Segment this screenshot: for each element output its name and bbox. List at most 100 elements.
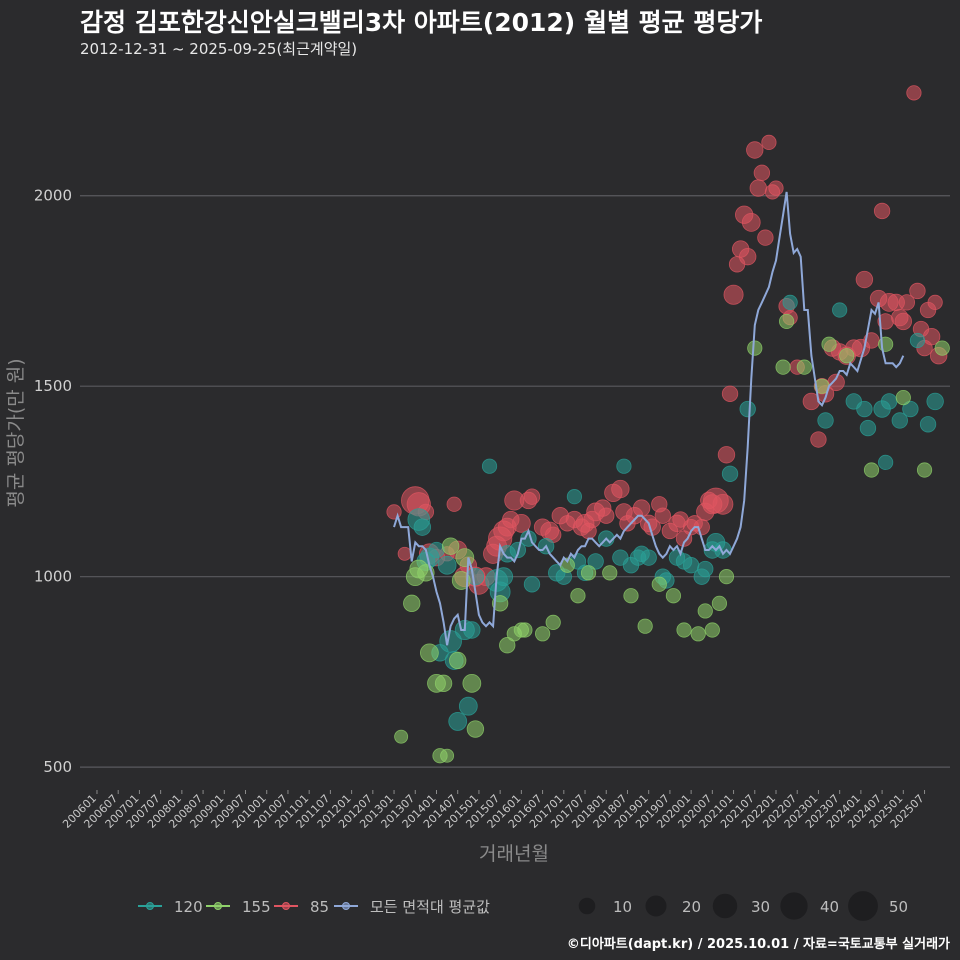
y-tick-1000: 1000 — [34, 568, 72, 586]
point-85-8 — [446, 496, 462, 512]
point-85-1 — [397, 546, 412, 561]
point-120-6 — [437, 555, 457, 575]
average-line-group — [393, 191, 905, 646]
point-155-42 — [821, 336, 837, 352]
point-85-79 — [810, 431, 827, 448]
y-tick-500: 500 — [43, 758, 72, 776]
point-85-43 — [632, 499, 651, 517]
point-155-43 — [839, 348, 855, 364]
chart-title: 감정 김포한강신안실크밸리3차 아파트(2012) 월별 평균 평당가 — [80, 8, 763, 37]
point-155-34 — [704, 622, 720, 638]
y-tick-labels: 500 1000 1500 2000 — [34, 187, 72, 776]
point-85-74 — [768, 180, 784, 196]
point-155-44 — [863, 462, 880, 478]
legend-item-2: 85 — [274, 898, 329, 916]
legend-label-1: 155 — [242, 898, 271, 916]
point-85-61 — [721, 385, 739, 402]
grid-lines — [80, 195, 950, 768]
point-155-30 — [665, 588, 682, 604]
legend-dot-0 — [146, 902, 154, 910]
point-120-35 — [640, 549, 657, 566]
y-axis-title: 평균 평당가(만 원) — [5, 358, 27, 507]
point-120-60 — [919, 416, 937, 433]
point-85-97 — [898, 294, 916, 311]
point-155-39 — [779, 313, 795, 330]
point-85-88 — [855, 270, 874, 289]
point-155-36 — [718, 569, 735, 585]
point-155-29 — [651, 576, 667, 592]
point-120-46 — [721, 465, 739, 482]
point-155-26 — [602, 565, 618, 581]
point-120-56 — [881, 393, 898, 410]
point-120-21 — [523, 576, 541, 593]
y-tick-2000: 2000 — [34, 187, 72, 205]
point-120-14 — [481, 458, 498, 474]
point-120-57 — [891, 412, 908, 429]
point-155-1 — [403, 594, 421, 613]
size-legend-label-10: 10 — [613, 898, 632, 916]
point-120-48 — [782, 294, 798, 310]
point-155-14 — [462, 673, 482, 693]
size-legend-item-20: 20 — [645, 895, 701, 917]
point-155-46 — [895, 390, 911, 406]
point-85-62 — [723, 284, 744, 305]
size-legend-item-30: 30 — [712, 893, 770, 919]
point-120-55 — [878, 454, 894, 470]
legend-dot-2 — [282, 902, 290, 910]
legend-dot-1 — [214, 902, 222, 910]
point-155-5 — [420, 643, 439, 663]
point-155-21 — [534, 626, 551, 642]
legend-label-2: 85 — [310, 898, 329, 916]
point-85-59 — [712, 493, 734, 515]
point-155-40 — [796, 359, 812, 375]
point-85-70 — [753, 164, 771, 182]
size-legend-circle-30 — [712, 893, 738, 919]
point-85-60 — [717, 446, 736, 464]
size-legend-circle-40 — [780, 892, 808, 920]
point-120-25 — [566, 489, 583, 505]
point-120-59 — [909, 332, 926, 349]
point-85-66 — [739, 247, 757, 266]
size-legend-circle-20 — [645, 895, 667, 917]
point-155-8 — [434, 674, 453, 693]
point-85-37 — [598, 507, 615, 524]
point-120-42 — [697, 560, 714, 578]
point-85-96 — [894, 312, 913, 331]
legend-label-3: 모든 면적대 평균값 — [370, 898, 490, 916]
point-155-12 — [451, 571, 471, 590]
point-85-99 — [909, 282, 926, 300]
point-120-31 — [616, 458, 632, 474]
size-legend-item-40: 40 — [780, 892, 839, 920]
point-85-72 — [761, 134, 777, 150]
point-85-104 — [927, 294, 943, 310]
series-120 — [407, 294, 944, 731]
size-legend-circle-50 — [848, 891, 878, 921]
point-155-47 — [916, 462, 933, 478]
point-85-24 — [523, 488, 541, 505]
legend-dot-3 — [342, 902, 350, 910]
point-155-9 — [440, 748, 455, 763]
point-85-67 — [741, 212, 761, 232]
point-155-28 — [637, 618, 653, 634]
point-85-68 — [746, 141, 764, 159]
point-155-27 — [623, 588, 639, 604]
point-155-20 — [517, 622, 533, 638]
legend-item-1: 155 — [206, 898, 271, 916]
series-85 — [386, 85, 948, 595]
point-85-39 — [611, 479, 630, 499]
point-155-22 — [545, 614, 561, 630]
x-axis-title: 거래년월 — [479, 843, 549, 865]
point-120-47 — [739, 400, 756, 418]
point-155-16 — [491, 595, 509, 612]
point-120-58 — [902, 400, 919, 418]
legend-item-0: 120 — [138, 898, 203, 916]
point-155-17 — [499, 637, 516, 654]
point-120-17 — [494, 567, 514, 587]
point-85-22 — [511, 513, 531, 533]
point-85-71 — [757, 229, 774, 246]
legend-item-3: 모든 면적대 평균값 — [334, 898, 490, 916]
point-120-4 — [428, 541, 445, 559]
size-legend-label-30: 30 — [751, 898, 770, 916]
point-155-35 — [711, 595, 728, 611]
